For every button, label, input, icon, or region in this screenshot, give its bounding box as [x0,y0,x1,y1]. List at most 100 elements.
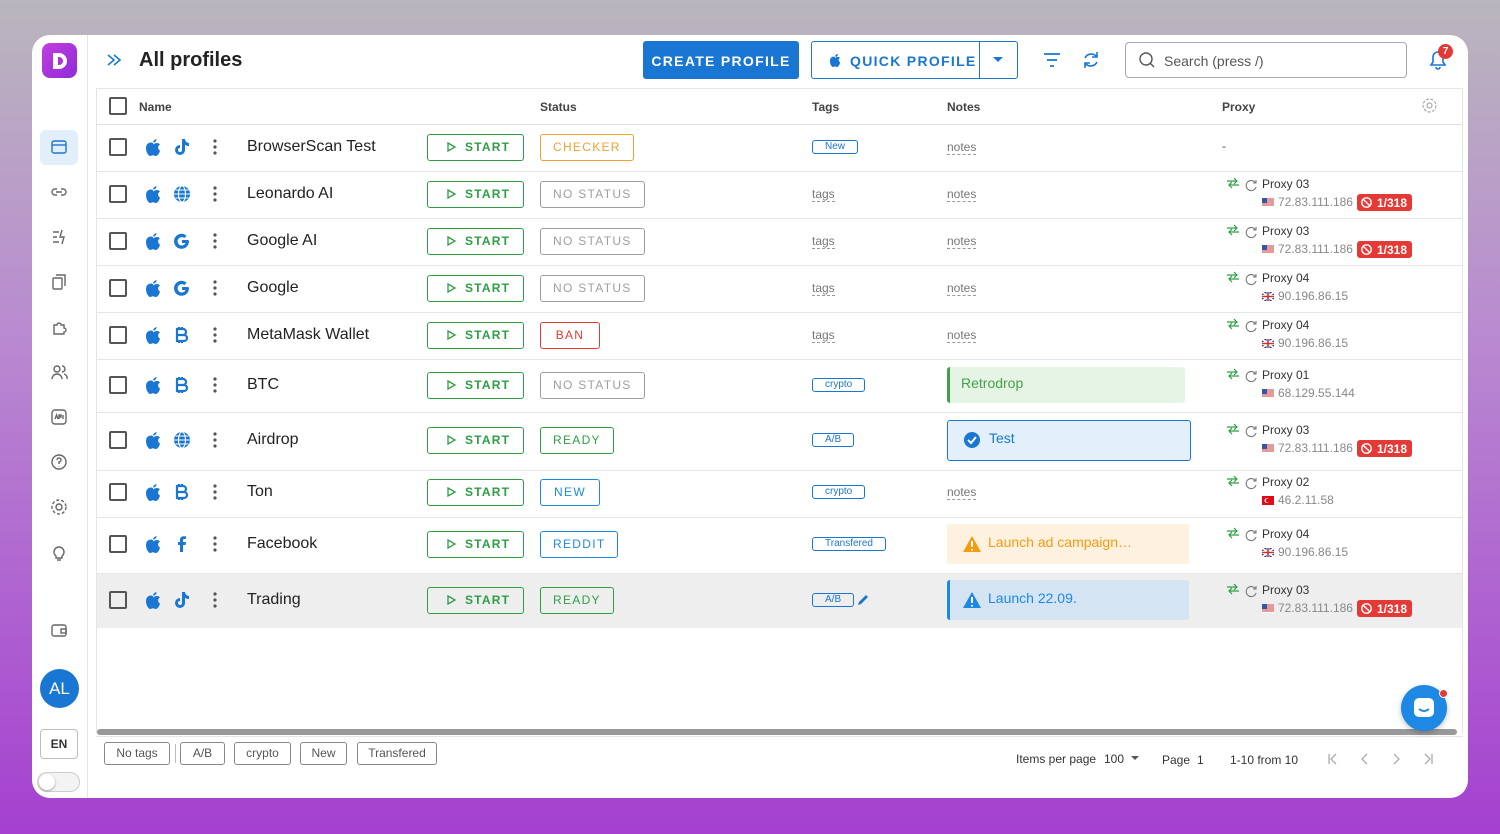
nav-icon[interactable] [50,363,68,381]
header-checkbox[interactable] [109,97,127,115]
row-checkbox[interactable] [109,431,127,449]
create-profile-button[interactable] [643,41,799,79]
start-button[interactable] [427,479,524,506]
avatar[interactable] [40,669,79,708]
row-menu[interactable] [213,233,217,249]
row-checkbox[interactable] [109,326,127,344]
proxy-refresh[interactable] [1245,477,1257,490]
row-menu[interactable] [213,536,217,552]
scrollbar[interactable] [97,729,1457,735]
items-per-page[interactable]: 100 [1104,752,1125,766]
proxy-refresh[interactable] [1245,425,1257,438]
tag-chip[interactable]: A/B [812,593,855,607]
proxy-refresh[interactable] [1245,179,1257,192]
tag-chip[interactable]: A/B [812,433,855,447]
note[interactable] [947,420,1191,461]
search-box[interactable] [1125,42,1407,78]
row-menu[interactable] [213,592,217,608]
tags-placeholder[interactable]: tags [812,234,835,249]
proxy-swap[interactable] [1227,368,1239,380]
notes-placeholder[interactable]: notes [947,485,977,500]
tag-chip[interactable]: crypto [812,378,866,392]
nav-icon[interactable] [50,408,68,426]
tags-placeholder[interactable]: tags [812,187,835,202]
tag-chip[interactable]: Transfered [812,537,886,551]
proxy-swap[interactable] [1227,224,1239,236]
nav-icon[interactable] [50,138,68,156]
tags-placeholder[interactable]: tags [812,328,835,343]
row-checkbox[interactable] [109,279,127,297]
start-button[interactable] [427,322,524,349]
tag-chip[interactable]: New [812,140,859,154]
quick-caret[interactable] [993,57,1003,63]
tag-filter[interactable]: A/B [180,742,225,765]
proxy-swap[interactable] [1227,475,1239,487]
nav-icon[interactable] [50,453,68,471]
row-menu[interactable] [213,484,217,500]
proxy-swap[interactable] [1227,527,1239,539]
note[interactable] [947,580,1189,620]
proxy-refresh[interactable] [1245,585,1257,598]
row-menu[interactable] [213,377,217,393]
proxy-refresh[interactable] [1245,320,1257,333]
pager-button[interactable] [1359,753,1370,765]
row-checkbox[interactable] [109,483,127,501]
start-button[interactable] [427,228,524,255]
notes-placeholder[interactable]: notes [947,234,977,249]
language-button[interactable] [40,729,78,759]
row-menu[interactable] [213,186,217,202]
row-checkbox[interactable] [109,591,127,609]
pager-button[interactable] [1327,753,1338,765]
settings-icon[interactable] [1422,98,1437,113]
nav-icon[interactable] [50,183,68,201]
items-caret[interactable] [1131,756,1139,761]
note[interactable] [947,367,1185,403]
row-checkbox[interactable] [109,138,127,156]
expand-icon[interactable] [106,53,122,67]
edit-icon[interactable] [857,594,869,606]
proxy-refresh[interactable] [1245,529,1257,542]
nav-icon[interactable] [50,273,68,291]
proxy-swap[interactable] [1227,583,1239,595]
proxy-refresh[interactable] [1245,273,1257,286]
nav-icon[interactable] [50,228,68,246]
tag-chip[interactable]: crypto [812,485,866,499]
filter-icon[interactable] [1043,52,1061,68]
row-checkbox[interactable] [109,185,127,203]
row-menu[interactable] [213,432,217,448]
notes-placeholder[interactable]: notes [947,281,977,296]
row-menu[interactable] [213,327,217,343]
quick-profile-button[interactable] [811,41,1018,79]
nav-icon[interactable] [50,498,68,516]
start-button[interactable] [427,372,524,399]
pager-button[interactable] [1391,753,1402,765]
start-button[interactable] [427,531,524,558]
proxy-swap[interactable] [1227,271,1239,283]
nav-icon[interactable] [50,621,68,639]
notes-placeholder[interactable]: notes [947,187,977,202]
note[interactable] [947,524,1189,564]
tags-placeholder[interactable]: tags [812,281,835,296]
start-button[interactable] [427,181,524,208]
refresh-icon[interactable] [1082,51,1100,69]
proxy-refresh[interactable] [1245,370,1257,383]
tag-filter[interactable]: Transfered [357,742,437,765]
proxy-swap[interactable] [1227,423,1239,435]
start-button[interactable] [427,427,524,454]
nav-selected[interactable] [40,130,78,165]
row-menu[interactable] [213,139,217,155]
proxy-swap[interactable] [1227,318,1239,330]
pager-button[interactable] [1423,753,1434,765]
nav-icon[interactable] [50,543,68,561]
notes-placeholder[interactable]: notes [947,140,977,155]
notes-placeholder[interactable]: notes [947,328,977,343]
row-menu[interactable] [213,280,217,296]
tag-filter[interactable]: No tags [104,742,170,765]
tag-filter[interactable]: New [300,742,347,765]
start-button[interactable] [427,134,524,161]
row-checkbox[interactable] [109,376,127,394]
proxy-refresh[interactable] [1245,226,1257,239]
proxy-swap[interactable] [1227,177,1239,189]
start-button[interactable] [427,275,524,302]
nav-icon[interactable] [50,318,68,336]
